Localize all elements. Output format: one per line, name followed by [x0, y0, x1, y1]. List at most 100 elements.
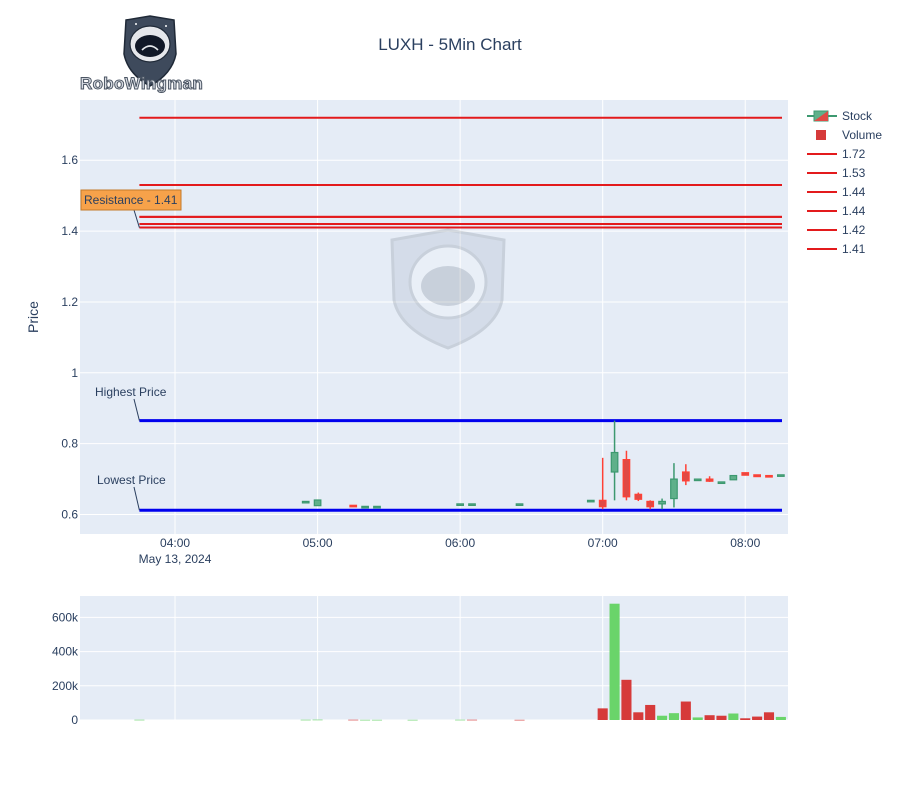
price-x-date-label: May 13, 2024 [139, 552, 212, 566]
candle-body [777, 474, 785, 477]
price-x-tick-label: 05:00 [303, 536, 333, 550]
robot-logo-icon [123, 15, 177, 87]
volume-bar [775, 716, 786, 720]
watermark-shield [390, 228, 506, 350]
volume-bar [752, 716, 763, 720]
line-icon [807, 228, 837, 231]
legend-label: 1.42 [842, 222, 866, 237]
volume-bar [466, 719, 478, 721]
candle-body [349, 504, 358, 508]
candle-body [658, 500, 666, 505]
lowest-annotation-arrow [133, 486, 140, 511]
candle-body [361, 505, 369, 509]
lowest-annotation-label: Lowest Price [97, 473, 166, 487]
volume-bar [609, 603, 620, 720]
legend-candle-down [814, 110, 828, 121]
watermark-visor [421, 266, 475, 306]
line-icon [807, 171, 837, 174]
candle-body [729, 474, 738, 481]
volume-bar [704, 715, 715, 720]
legend-item[interactable]: 1.44 [806, 201, 898, 220]
volume-bar [597, 708, 608, 720]
price-x-tick-label: 07:00 [588, 536, 618, 550]
candle-body [693, 478, 702, 482]
volume-bar [514, 719, 525, 721]
volume-bar [371, 719, 383, 721]
price-y-axis-title: Price [25, 301, 41, 333]
volume-bar [300, 719, 311, 721]
candle-body [765, 474, 773, 478]
volume-bar [312, 719, 323, 721]
volume-bar [633, 712, 644, 720]
chart-title: LUXH - 5Min Chart [378, 35, 522, 54]
candle-body [313, 499, 322, 507]
volume-bar [692, 717, 703, 720]
resistance-annotation-box [80, 189, 182, 211]
volume-bar [680, 701, 691, 720]
volume-bar [657, 715, 668, 720]
candle-body [670, 478, 678, 500]
line-icon [807, 247, 837, 250]
candle-body [705, 478, 714, 482]
candle-body [610, 451, 619, 473]
candle-body [468, 503, 476, 506]
legend-item[interactable]: 1.72 [806, 144, 898, 163]
volume-bar [455, 719, 466, 721]
highest-annotation-label: Highest Price [95, 385, 167, 399]
legend-square [816, 129, 826, 140]
resistance-annotation-label: Resistance - 1.41 [84, 193, 178, 207]
volume-plot-background [80, 596, 788, 720]
watermark-icon [390, 228, 506, 350]
candle-body [515, 503, 524, 506]
legend-label: Stock [842, 108, 873, 123]
volume-bar [360, 719, 371, 721]
volume-bar [740, 718, 751, 720]
volume-bar [407, 719, 418, 721]
legend-item[interactable]: Volume [806, 125, 898, 144]
candle-body [681, 471, 690, 482]
legend-label: 1.53 [842, 165, 866, 180]
legend-item[interactable]: Stock [806, 106, 898, 125]
legend-label: 1.44 [842, 203, 866, 218]
volume-bar [728, 713, 739, 720]
volume-y-tick-label: 200k [52, 679, 79, 693]
price-y-tick-label: 0.6 [61, 508, 78, 522]
highest-annotation-arrow [133, 398, 140, 421]
candle-body [586, 499, 595, 503]
line-icon [807, 190, 837, 193]
legend: Stock Volume 1.72 1.53 1.44 1.44 1.42 1.41 [806, 106, 898, 258]
volume-bar [348, 719, 359, 721]
volume-y-tick-label: 0 [71, 713, 78, 727]
price-plot-background [80, 100, 788, 534]
legend-item[interactable]: 1.44 [806, 182, 898, 201]
price-y-tick-label: 0.8 [61, 437, 78, 451]
legend-item[interactable]: 1.41 [806, 239, 898, 258]
candlestick-icon [807, 110, 837, 121]
volume-bar [668, 713, 680, 720]
price-x-tick-label: 04:00 [160, 536, 190, 550]
price-x-tick-label: 08:00 [730, 536, 760, 550]
candle-body [753, 474, 761, 478]
legend-item[interactable]: 1.42 [806, 220, 898, 239]
candle-body [598, 499, 607, 508]
price-plot: 0.6 0.8 1 1.2 1.4 1.6 04:00 05:00 06:00 07:00 08:0… [25, 100, 788, 566]
candle-body [301, 500, 310, 504]
logo-text: RoboWingman [79, 74, 204, 94]
square-icon [816, 129, 826, 140]
price-y-tick-label: 1.2 [61, 295, 78, 309]
resistance-annotation-arrow [133, 209, 140, 228]
candle-body [634, 493, 643, 500]
volume-bar [716, 715, 727, 720]
line-icon [807, 209, 837, 212]
price-y-tick-label: 1.6 [61, 153, 78, 167]
volume-y-tick-label: 400k [52, 645, 79, 659]
legend-item[interactable]: 1.53 [806, 163, 898, 182]
volume-plot: 0 200k 400k 600k [52, 596, 788, 727]
line-icon [807, 152, 837, 155]
legend-label: Volume [842, 127, 883, 142]
volume-bar [621, 679, 632, 720]
legend-label: 1.72 [842, 146, 866, 161]
price-y-tick-label: 1.4 [61, 224, 78, 238]
